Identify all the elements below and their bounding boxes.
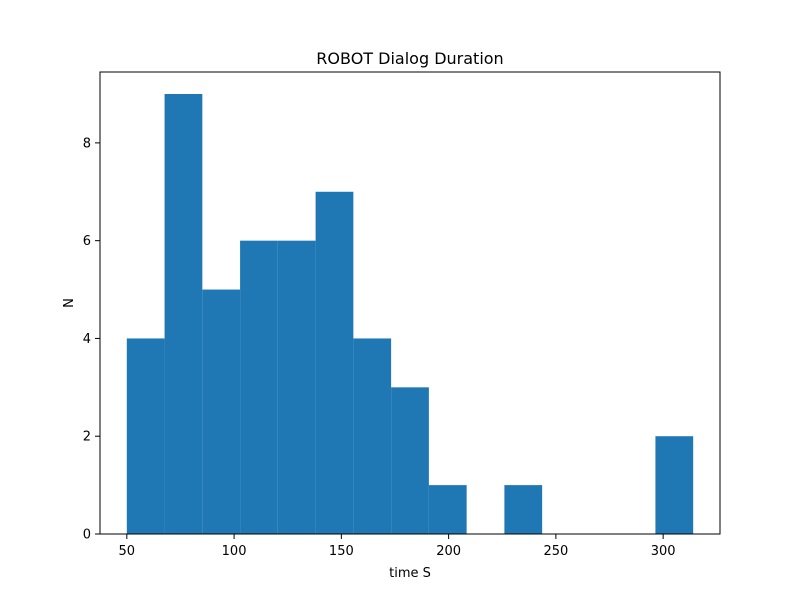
y-tick-label: 8 bbox=[83, 136, 91, 151]
bars-group bbox=[126, 94, 694, 534]
histogram-bar-1 bbox=[164, 94, 203, 534]
y-axis-ticks: 0 2 4 6 8 bbox=[83, 136, 100, 543]
y-axis-label: N bbox=[62, 298, 77, 308]
histogram-bar-14 bbox=[655, 436, 694, 534]
x-axis-ticks: 50 100 150 200 250 300 bbox=[119, 534, 676, 559]
histogram-bar-4 bbox=[277, 240, 316, 534]
x-tick-label: 300 bbox=[651, 544, 676, 559]
y-tick-label: 6 bbox=[83, 234, 91, 249]
x-tick-label: 250 bbox=[543, 544, 568, 559]
histogram-bar-5 bbox=[315, 191, 354, 534]
histogram-bar-7 bbox=[391, 387, 429, 534]
histogram-bar-0 bbox=[126, 338, 165, 534]
y-tick-label: 0 bbox=[83, 528, 91, 543]
x-tick-label: 50 bbox=[119, 544, 136, 559]
y-tick-label: 4 bbox=[83, 332, 91, 347]
chart-title: ROBOT Dialog Duration bbox=[316, 49, 503, 68]
x-axis-label: time S bbox=[389, 566, 431, 581]
histogram-bar-6 bbox=[353, 338, 392, 534]
x-tick-label: 200 bbox=[436, 544, 461, 559]
x-tick-label: 150 bbox=[329, 544, 354, 559]
histogram-bar-3 bbox=[240, 240, 278, 534]
histogram-bar-10 bbox=[504, 485, 543, 534]
x-tick-label: 100 bbox=[222, 544, 247, 559]
histogram-bar-2 bbox=[202, 289, 241, 534]
y-tick-label: 2 bbox=[83, 430, 91, 445]
plot-frame bbox=[99, 71, 721, 535]
histogram-bar-8 bbox=[428, 485, 467, 534]
